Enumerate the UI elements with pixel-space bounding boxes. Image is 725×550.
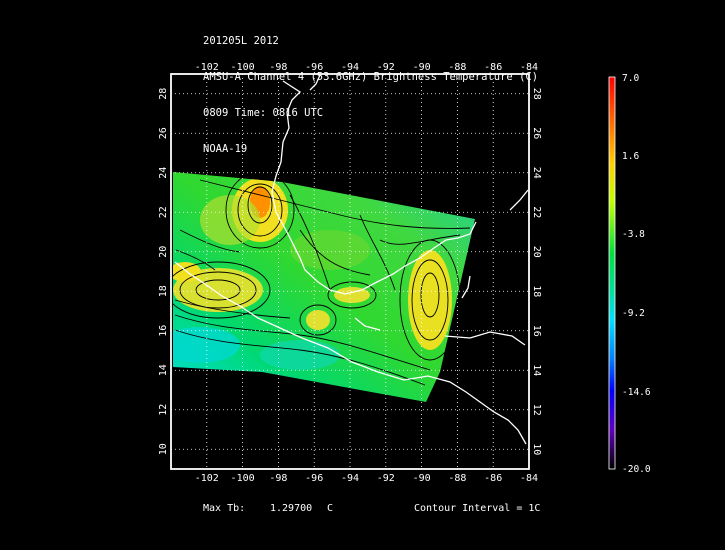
lat-tick-label: 28 [531,88,542,100]
lat-tick-label: 18 [531,285,542,297]
colorbar-label: 1.6 [622,151,640,162]
lon-tick-label: -88 [448,473,466,484]
colorbar-label: -14.6 [622,387,651,398]
lon-tick-label: -100 [231,473,255,484]
colorbar-label: -3.8 [622,229,645,240]
lat-tick-label: 18 [158,285,169,297]
lat-tick-label: 24 [158,167,169,179]
lon-tick-label: -96 [305,62,323,73]
lon-tick-label: -90 [413,473,431,484]
lat-tick-label: 20 [531,246,542,258]
lon-tick-label: -84 [520,62,538,73]
coastline [174,74,529,445]
lon-tick-label: -96 [305,473,323,484]
lat-tick-label: 28 [158,88,169,100]
lat-tick-label: 12 [531,404,542,416]
lat-tick-label: 20 [158,246,169,258]
lat-tick-label: 10 [531,443,542,455]
max-tb-label: Max Tb: [203,503,246,514]
max-tb-unit: C [327,503,334,514]
lon-tick-label: -92 [377,473,395,484]
lon-tick-label: -102 [195,62,219,73]
lon-tick-label: -86 [484,62,502,73]
colorbar-label: -20.0 [622,464,651,475]
lat-tick-label: 26 [531,127,542,139]
contour-interval: Contour Interval = 1C [414,503,541,514]
lon-tick-label: -98 [269,473,287,484]
satellite-name: NOAA-19 [203,143,248,155]
lat-tick-label: 14 [531,364,542,376]
max-tb-value: 1.29700 [270,503,313,514]
axis-tick-labels: -102 -102 -100 -100 -98 -98 -96 -96 -94 -94 -92 -92… [158,62,542,484]
lat-tick-label: 16 [158,325,169,337]
colorbar-label: -9.2 [622,308,645,319]
lon-tick-label: -94 [341,473,359,484]
lat-tick-label: 10 [158,443,169,455]
lon-tick-label: -84 [520,473,538,484]
lon-tick-label: -86 [484,473,502,484]
colorbar [608,76,616,470]
lat-tick-label: 26 [158,127,169,139]
lat-tick-label: 16 [531,325,542,337]
lon-tick-label: -100 [231,62,255,73]
colorbar-label: 7.0 [622,73,640,84]
lat-tick-label: 22 [531,206,542,218]
lon-tick-label: -98 [269,62,287,73]
time-line: 0809 Time: 0816 UTC [203,107,324,119]
lon-tick-label: -94 [341,62,359,73]
lon-tick-label: -92 [377,62,395,73]
storm-title: 201205L 2012 [203,35,279,47]
data-swath [173,172,475,402]
plot-frame [170,73,530,470]
lat-tick-label: 22 [158,206,169,218]
lon-tick-label: -90 [413,62,431,73]
lon-tick-label: -102 [195,473,219,484]
lat-tick-label: 12 [158,404,169,416]
lon-tick-label: -88 [448,62,466,73]
lat-tick-label: 14 [158,364,169,376]
lat-tick-label: 24 [531,167,542,179]
